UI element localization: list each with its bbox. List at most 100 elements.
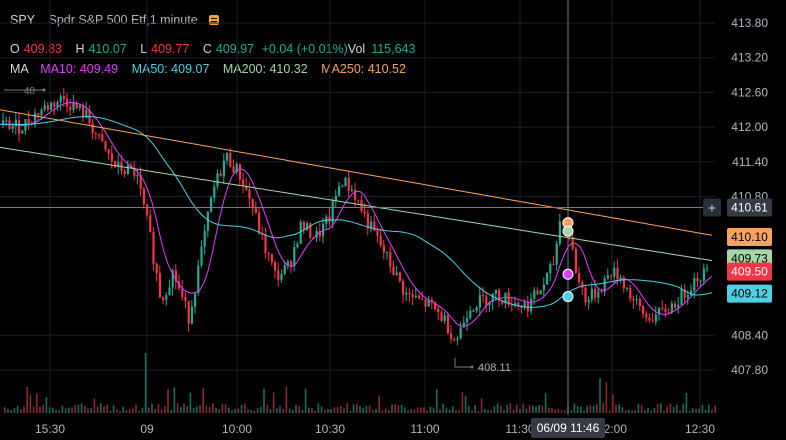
ma-label[interactable]: MA	[10, 62, 29, 76]
volume-bar	[362, 408, 364, 413]
candle-body	[651, 320, 654, 322]
candle-body	[478, 294, 481, 308]
volume-bar	[522, 403, 524, 413]
volume-bar	[336, 407, 339, 413]
volume-bar	[71, 407, 73, 413]
candle-body	[581, 282, 584, 288]
volume-bar	[183, 403, 185, 413]
candle-body	[664, 308, 667, 313]
volume-bar	[317, 403, 320, 413]
volume-bar	[666, 406, 668, 413]
volume-bar	[426, 410, 428, 413]
candle-body	[242, 179, 245, 187]
volume-bar	[157, 403, 160, 413]
candle-body	[555, 243, 558, 265]
candle-body	[408, 292, 411, 295]
volume-bar	[58, 410, 60, 413]
candle-body	[395, 272, 398, 276]
candle-body	[274, 262, 277, 271]
volume-bar	[295, 405, 297, 413]
add-alert-button[interactable]: +	[703, 198, 721, 217]
ma50-line	[0, 115, 713, 308]
volume-bar	[23, 406, 25, 413]
candle-body	[510, 304, 513, 306]
volume-bar	[135, 404, 137, 413]
volume-bar	[224, 404, 227, 413]
candle-body	[226, 153, 229, 161]
candle-body	[293, 246, 296, 267]
volume-bar	[525, 408, 528, 413]
volume-bar	[480, 398, 483, 413]
volume-bar	[87, 408, 89, 413]
candle-body	[603, 278, 606, 292]
candle-body	[587, 299, 590, 303]
volume-bar	[548, 407, 550, 413]
data-window-icon[interactable]	[209, 15, 220, 25]
candle-body	[622, 277, 625, 289]
candle-body	[162, 297, 165, 300]
volume-bar	[128, 408, 131, 413]
candle-body	[85, 110, 88, 118]
volume-bar	[698, 408, 700, 413]
candle-body	[645, 314, 648, 318]
volume-bar	[77, 404, 80, 413]
candle-body	[389, 252, 392, 267]
candle-body	[533, 290, 536, 299]
candle-body	[366, 213, 369, 229]
volume-bar	[608, 410, 611, 413]
candle-body	[245, 186, 248, 190]
candle-body	[501, 300, 504, 304]
volume-bar	[298, 406, 300, 413]
crosshair-time-badge-bg	[531, 418, 605, 438]
volume-bar	[688, 410, 691, 413]
candle-body	[680, 289, 683, 305]
volume-bar	[276, 408, 278, 413]
volume-bar	[144, 353, 147, 413]
candle-body	[382, 245, 385, 253]
candle-body	[184, 296, 187, 302]
volume-bar	[532, 405, 534, 413]
volume-bar	[237, 408, 240, 413]
candle-body	[18, 119, 21, 134]
time-tick-label: 12:30	[685, 422, 715, 436]
volume-bar	[439, 409, 441, 413]
volume-bar	[32, 406, 35, 413]
volume-bar	[208, 406, 211, 413]
volume-bar	[490, 410, 492, 413]
volume-bar	[272, 392, 275, 413]
volume-bar	[544, 393, 547, 413]
volume-bar	[404, 407, 406, 413]
volume-bar	[461, 392, 464, 413]
volume-bar	[560, 410, 563, 413]
volume-bar	[708, 404, 710, 413]
volume-bar	[327, 409, 329, 413]
candle-body	[318, 231, 321, 237]
candle-body	[190, 306, 193, 324]
volume-bar	[586, 405, 588, 413]
volume-bar	[468, 405, 470, 413]
candle-body	[187, 301, 190, 324]
volume-bar	[388, 410, 390, 413]
volume-bar	[228, 407, 230, 413]
volume-bar	[80, 403, 83, 413]
candle-body	[46, 105, 49, 110]
volume-bar	[359, 406, 361, 413]
volume-bar	[202, 388, 204, 413]
volume-bar	[4, 407, 6, 413]
candle-body	[574, 248, 577, 273]
volume-bar	[285, 386, 288, 413]
candle-body	[667, 312, 670, 314]
volume-bar	[458, 410, 460, 413]
candle-body	[168, 287, 171, 296]
candle-body	[590, 288, 593, 300]
volume-bar	[487, 410, 489, 413]
candle-body	[328, 216, 331, 223]
candle-body	[418, 295, 421, 299]
candle-body	[453, 338, 456, 340]
candle-body	[267, 252, 270, 255]
volume-bar	[269, 409, 272, 413]
candle-body	[254, 208, 257, 213]
candle-body	[405, 292, 408, 295]
volume-bar	[711, 409, 713, 413]
